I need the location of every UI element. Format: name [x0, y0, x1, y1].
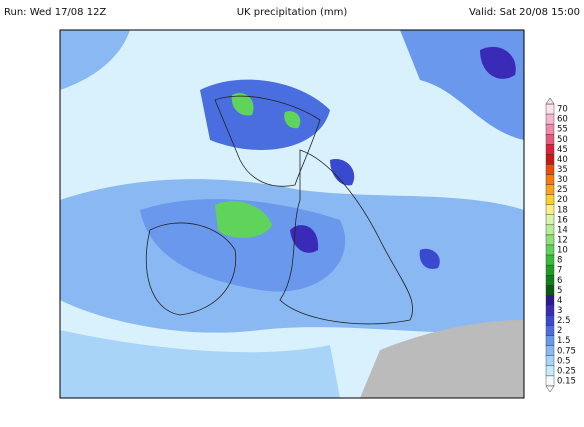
level-label: 50 [557, 135, 568, 145]
color-swatch [545, 335, 555, 346]
color-swatch [545, 214, 555, 226]
color-swatch [545, 184, 555, 195]
level-label: 0.15 [557, 376, 576, 386]
map [59, 29, 525, 399]
level-label: 14 [557, 225, 568, 235]
color-swatch [545, 154, 555, 165]
level-label: 25 [557, 185, 568, 195]
level-label: 12 [557, 235, 568, 245]
color-swatch [545, 234, 555, 246]
color-swatch [545, 254, 555, 266]
level-label: 8 [557, 256, 562, 266]
level-label: 70 [557, 105, 568, 115]
level-label: 2 [557, 326, 562, 336]
color-swatch [545, 123, 555, 135]
colorbar-arrow-bottom [545, 385, 555, 393]
level-label: 40 [557, 155, 568, 165]
level-label: 1.5 [557, 336, 571, 346]
color-swatch [545, 194, 555, 205]
level-label: 0.75 [557, 346, 576, 356]
colorbar-arrow-top [545, 97, 555, 105]
run-label: Run: Wed 17/08 12Z [4, 7, 106, 18]
level-label: 45 [557, 145, 568, 155]
level-label: 60 [557, 115, 568, 125]
colorbar: 7060555045403530252018161412108765432.52… [545, 97, 576, 393]
level-label: 20 [557, 195, 568, 205]
color-swatch [545, 264, 555, 276]
map-title: UK precipitation (mm) [237, 7, 348, 18]
level-label: 0.25 [557, 366, 576, 376]
color-swatch [545, 375, 555, 387]
color-swatch [545, 174, 555, 185]
level-label: 16 [557, 215, 568, 225]
color-swatch [545, 244, 555, 256]
color-swatch [545, 224, 555, 236]
level-label: 35 [557, 165, 568, 175]
level-label: 6 [557, 276, 562, 286]
color-swatch [545, 144, 555, 155]
color-swatch [545, 305, 555, 316]
color-swatch [545, 275, 555, 286]
level-label: 7 [557, 266, 562, 276]
level-label: 3 [557, 306, 562, 316]
level-label: 18 [557, 205, 568, 215]
color-swatch [545, 295, 555, 306]
level-label: 55 [557, 125, 568, 135]
valid-label: Valid: Sat 20/08 15:00 [469, 7, 580, 18]
color-swatch [545, 164, 555, 175]
level-label: 10 [557, 246, 568, 256]
color-swatch [545, 204, 555, 215]
level-label: 4 [557, 296, 562, 306]
level-label: 30 [557, 175, 568, 185]
level-label: 0.5 [557, 356, 571, 366]
color-swatch [545, 285, 555, 296]
level-label: 5 [557, 286, 562, 296]
color-swatch [545, 345, 555, 356]
color-swatch [545, 134, 555, 145]
color-swatch [545, 113, 555, 125]
color-swatch [545, 355, 555, 367]
color-swatch [545, 315, 555, 326]
level-label: 2.5 [557, 316, 571, 326]
color-swatch [545, 325, 555, 336]
color-swatch [545, 365, 555, 377]
color-swatch [545, 103, 555, 115]
